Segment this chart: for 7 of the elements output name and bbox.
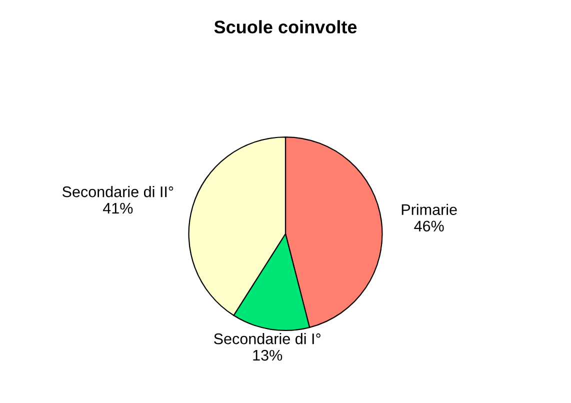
slice-label: Secondarie di I° xyxy=(214,333,320,344)
data-label: 46% xyxy=(414,220,444,232)
data-label: 13% xyxy=(253,350,282,361)
data-label: 41% xyxy=(102,202,133,214)
slice-label: Secondarie di II° xyxy=(62,186,174,198)
slice-label: Primarie xyxy=(402,204,457,216)
chart-title: Scuole coinvolte xyxy=(214,20,357,34)
